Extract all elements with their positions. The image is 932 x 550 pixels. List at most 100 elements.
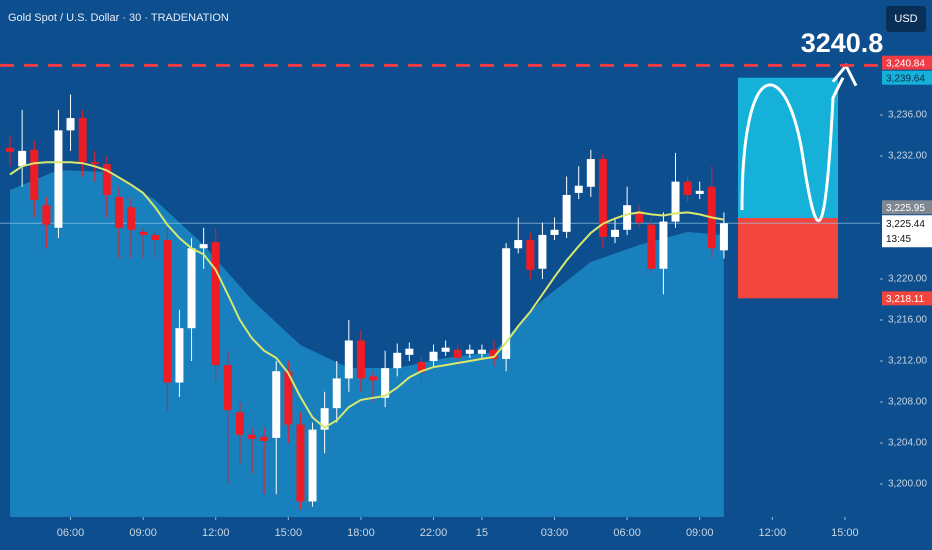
candle-body	[647, 224, 656, 269]
forecast-curve	[740, 77, 845, 223]
x-tick-label: 12:00	[759, 527, 787, 539]
candle-body	[175, 328, 184, 383]
candle-body	[405, 348, 414, 355]
loss-zone	[738, 218, 838, 299]
x-tick-label: 15:00	[275, 527, 303, 539]
candle-body	[671, 181, 680, 222]
candle-body	[477, 349, 486, 354]
price-tag	[882, 70, 932, 85]
y-tick-label: 3,208.00	[888, 397, 927, 408]
candle-body	[90, 162, 99, 165]
candle-body	[598, 159, 607, 237]
candle-body	[235, 412, 244, 435]
candle-body	[574, 185, 583, 193]
candle-body	[429, 351, 438, 361]
candle-body	[18, 150, 27, 167]
price-tag-label: 3,240.84	[886, 58, 925, 69]
x-tick-label: 06:00	[57, 527, 85, 539]
candle-body	[490, 349, 499, 359]
candle-body	[139, 231, 148, 235]
candle-body	[695, 190, 704, 194]
candle-body	[248, 434, 257, 439]
candle-body	[453, 349, 462, 358]
candle-body	[199, 244, 208, 249]
candle-body	[344, 340, 353, 379]
candle-body	[54, 130, 63, 228]
x-tick-label: 06:00	[613, 527, 641, 539]
candle-body	[514, 240, 523, 249]
currency-button[interactable]	[886, 6, 926, 32]
candle-body	[187, 248, 196, 329]
price-tag-label: 3,239.64	[886, 73, 925, 84]
price-tag	[882, 55, 932, 70]
x-tick-label: 03:00	[541, 527, 569, 539]
x-tick-label: 12:00	[202, 527, 230, 539]
candle-body	[465, 349, 474, 354]
candle-body	[332, 378, 341, 409]
candle-body	[78, 118, 87, 163]
candle-body	[211, 242, 220, 366]
y-tick-label: 3,232.00	[888, 151, 927, 162]
y-tick-label: 3,236.00	[888, 110, 927, 121]
x-tick-label: 09:00	[129, 527, 157, 539]
annotation: 3240.8	[801, 28, 884, 58]
candle-body	[659, 221, 668, 269]
candle-body	[272, 371, 281, 438]
candle-body	[296, 424, 305, 502]
profit-zone	[738, 77, 838, 219]
candle-body	[369, 376, 378, 381]
candle-body	[538, 234, 547, 269]
candle-body	[320, 408, 329, 430]
price-tag-label: 3,218.11	[886, 294, 925, 305]
candle-body	[30, 149, 39, 201]
candle-body	[635, 211, 644, 223]
price-tag	[882, 291, 932, 306]
price-tag	[882, 200, 932, 215]
x-tick-label: 18:00	[347, 527, 375, 539]
candle-body	[356, 340, 365, 379]
candle-body	[223, 365, 232, 411]
y-tick-label: 3,200.00	[888, 479, 927, 490]
candle-body	[393, 352, 402, 369]
candle-body	[66, 118, 75, 131]
candle-body	[441, 347, 450, 352]
x-tick-label: 15:00	[831, 527, 859, 539]
last-price-label: 3,225.44	[886, 219, 925, 230]
countdown-label: 13:45	[886, 234, 911, 245]
candle-body	[42, 205, 51, 225]
plot-area	[0, 62, 932, 517]
candle-body	[127, 207, 136, 230]
candle-body	[284, 371, 293, 425]
candle-body	[611, 229, 620, 237]
candle-body	[417, 362, 426, 373]
last-price-tag	[882, 215, 932, 248]
candle-body	[151, 234, 160, 241]
price-tag-label: 3,225.95	[886, 203, 925, 214]
chart-title: Gold Spot / U.S. Dollar · 30 · TRADENATI…	[8, 12, 229, 24]
candle-body	[562, 194, 571, 232]
candle-body	[526, 240, 535, 270]
candle-body	[683, 181, 692, 195]
candle-body	[308, 429, 317, 502]
candle-body	[719, 223, 728, 251]
candle-body	[623, 205, 632, 230]
currency-label[interactable]: USD	[894, 13, 917, 25]
y-tick-label: 3,212.00	[888, 356, 927, 367]
candle-body	[102, 164, 111, 195]
candle-body	[163, 240, 172, 383]
x-tick-label: 09:00	[686, 527, 714, 539]
moving-average	[9, 161, 725, 429]
x-tick-label: 22:00	[420, 527, 448, 539]
y-tick-label: 3,204.00	[888, 438, 927, 449]
candle-body	[260, 436, 269, 441]
x-tick-label: 15	[476, 527, 488, 539]
candle-body	[550, 229, 559, 235]
candle-body	[6, 147, 15, 152]
y-tick-label: 3,216.00	[888, 315, 927, 326]
candle-body	[586, 159, 595, 187]
candle-body	[381, 368, 390, 398]
candle-body	[502, 248, 511, 359]
candle-body	[114, 197, 123, 228]
y-tick-label: 3,220.00	[888, 274, 927, 285]
